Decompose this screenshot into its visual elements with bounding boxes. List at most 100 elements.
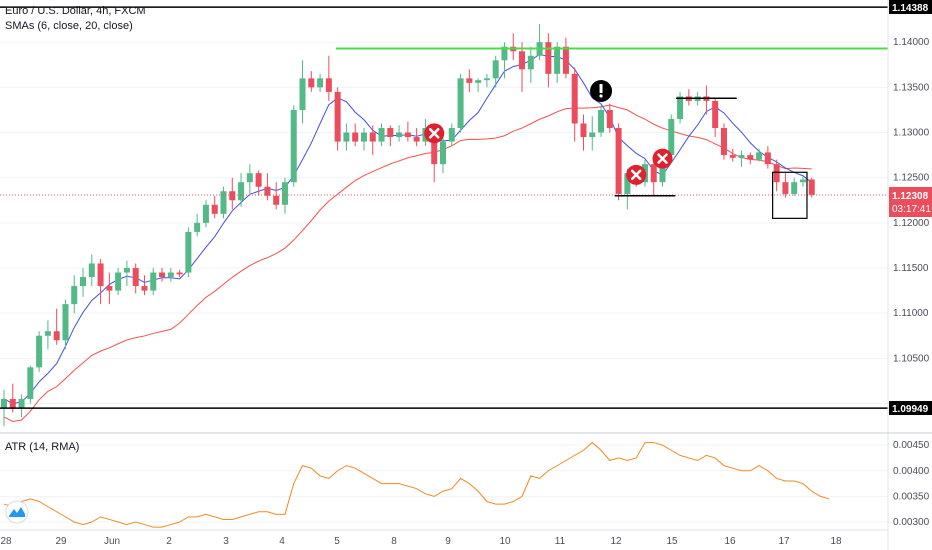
x-marker-icon[interactable]: [626, 164, 647, 185]
candle[interactable]: [264, 173, 271, 201]
candle[interactable]: [317, 73, 324, 92]
candle[interactable]: [738, 150, 745, 167]
candle-body: [431, 128, 438, 165]
drawing-annotations[interactable]: [424, 80, 808, 219]
candle[interactable]: [167, 268, 174, 282]
candlestick-series[interactable]: [1, 24, 815, 427]
candle[interactable]: [747, 152, 754, 165]
candle[interactable]: [194, 213, 201, 237]
candle[interactable]: [27, 365, 34, 404]
candle[interactable]: [580, 114, 587, 151]
candle[interactable]: [799, 175, 806, 187]
candle[interactable]: [159, 268, 166, 282]
candle[interactable]: [396, 125, 403, 142]
candle[interactable]: [764, 146, 771, 169]
candle[interactable]: [519, 42, 526, 92]
candle[interactable]: [650, 161, 657, 196]
candle[interactable]: [18, 394, 25, 418]
candle[interactable]: [571, 67, 578, 142]
candle[interactable]: [132, 263, 139, 294]
candle[interactable]: [273, 182, 280, 210]
candle[interactable]: [598, 105, 605, 138]
symbol-title[interactable]: Euro / U.S. Dollar, 4h, FXCM: [5, 5, 146, 17]
candle[interactable]: [97, 258, 104, 305]
candle[interactable]: [378, 123, 385, 147]
atr-tick-label: 0.00350: [893, 491, 930, 502]
candle[interactable]: [457, 73, 464, 133]
candle[interactable]: [308, 71, 315, 92]
atr-legend[interactable]: ATR (14, RMA): [5, 441, 79, 453]
candle[interactable]: [36, 331, 43, 372]
lower-line-price-text: 1.09949: [892, 404, 929, 415]
candle[interactable]: [343, 123, 350, 151]
candle[interactable]: [71, 275, 78, 314]
candle[interactable]: [510, 33, 517, 61]
candle[interactable]: [255, 170, 262, 196]
candle[interactable]: [782, 173, 789, 198]
candle-body: [404, 132, 411, 138]
candle[interactable]: [53, 308, 60, 345]
candle[interactable]: [729, 148, 736, 162]
candle[interactable]: [80, 268, 87, 297]
candle[interactable]: [44, 320, 51, 350]
candle[interactable]: [712, 98, 719, 138]
rectangle-drawing[interactable]: [772, 171, 808, 219]
candle[interactable]: [238, 173, 245, 207]
candle[interactable]: [246, 164, 253, 196]
candle[interactable]: [668, 114, 675, 160]
candle[interactable]: [606, 103, 613, 133]
atr-axis[interactable]: 0.00450 0.00400 0.00350 0.00300: [893, 440, 930, 528]
candle[interactable]: [176, 269, 183, 278]
candle[interactable]: [229, 177, 236, 210]
candle[interactable]: [185, 227, 192, 278]
candle[interactable]: [369, 125, 376, 156]
candle[interactable]: [440, 132, 446, 174]
candle[interactable]: [141, 275, 148, 296]
candle[interactable]: [334, 87, 341, 151]
candle[interactable]: [685, 89, 692, 106]
x-marker-icon[interactable]: [424, 123, 445, 144]
tradingview-logo[interactable]: [5, 500, 29, 524]
exclamation-marker-icon[interactable]: [590, 80, 613, 102]
candle[interactable]: [281, 177, 288, 214]
candle[interactable]: [325, 55, 332, 101]
candle[interactable]: [299, 60, 306, 124]
candle[interactable]: [483, 73, 490, 88]
time-axis[interactable]: 28 29 Jun 2 3 4 5 8 9 10 11 12 15 16 17 18: [0, 536, 842, 547]
candle[interactable]: [536, 24, 543, 61]
candle[interactable]: [106, 272, 113, 305]
candle[interactable]: [413, 128, 420, 147]
candle[interactable]: [492, 55, 499, 88]
candle[interactable]: [360, 128, 367, 151]
candle[interactable]: [352, 123, 359, 147]
candle[interactable]: [88, 254, 95, 287]
candle[interactable]: [756, 148, 763, 162]
candle[interactable]: [545, 33, 552, 88]
candle[interactable]: [791, 177, 798, 196]
candle[interactable]: [62, 299, 69, 350]
candle[interactable]: [448, 123, 455, 147]
candle[interactable]: [211, 195, 218, 219]
candle[interactable]: [562, 37, 569, 79]
candle[interactable]: [527, 46, 534, 83]
candle[interactable]: [150, 268, 157, 296]
candle[interactable]: [615, 123, 622, 201]
candle[interactable]: [808, 177, 815, 198]
candle[interactable]: [123, 260, 130, 287]
candle[interactable]: [475, 78, 482, 92]
sma-legend[interactable]: SMAs (6, close, 20, close): [5, 20, 133, 32]
price-axis[interactable]: 1.14000 1.13500 1.13000 1.12500 1.12000 1.115…: [893, 37, 930, 364]
candle[interactable]: [202, 200, 209, 228]
candle[interactable]: [290, 105, 297, 187]
candle[interactable]: [720, 123, 727, 160]
candle[interactable]: [387, 125, 394, 147]
candle[interactable]: [589, 116, 596, 151]
candle[interactable]: [677, 91, 684, 124]
candle[interactable]: [220, 186, 227, 219]
candle[interactable]: [466, 69, 473, 92]
candle[interactable]: [404, 121, 411, 142]
x-marker-icon[interactable]: [652, 148, 673, 169]
candle[interactable]: [773, 159, 780, 192]
candle[interactable]: [115, 268, 122, 296]
